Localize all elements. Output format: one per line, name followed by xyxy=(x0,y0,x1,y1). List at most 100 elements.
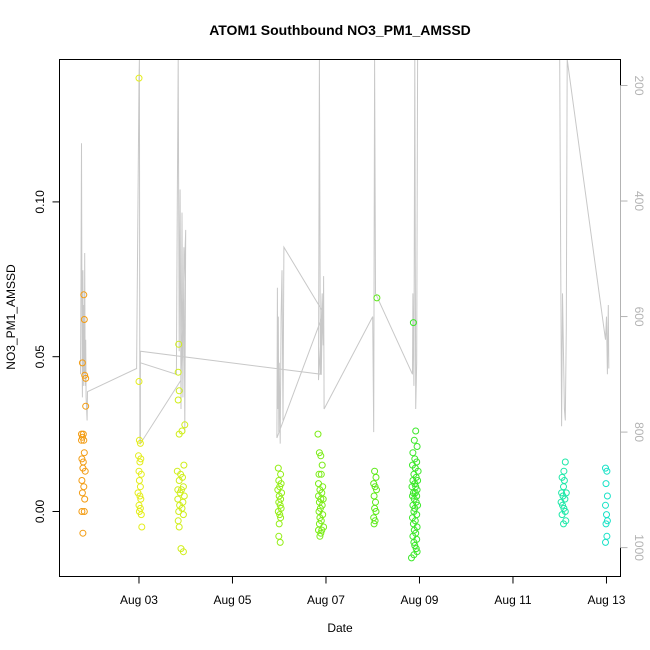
series-6 xyxy=(370,294,381,528)
y-axis: 0.00 0.05 0.10 xyxy=(33,190,60,523)
data-point xyxy=(175,477,183,484)
y2-tick-label: 800 xyxy=(632,422,646,442)
data-point xyxy=(370,520,378,528)
data-point xyxy=(174,368,182,376)
data-point xyxy=(275,520,283,528)
data-point xyxy=(79,529,87,537)
y2-tick-label: 600 xyxy=(632,307,646,327)
data-point xyxy=(135,74,143,82)
y2-tick-label: 200 xyxy=(632,75,646,95)
y2-axis: 200 400 600 800 1000 xyxy=(620,75,646,561)
data-point xyxy=(602,480,610,488)
data-point xyxy=(411,504,419,512)
data-point xyxy=(137,495,145,503)
y-tick-label: 0.05 xyxy=(33,345,47,369)
y-tick-label: 0.10 xyxy=(33,190,47,214)
data-point xyxy=(602,501,609,509)
y-tick-label: 0.00 xyxy=(33,499,47,523)
data-point xyxy=(136,492,144,500)
data-point xyxy=(373,294,381,302)
x-axis: Aug 03 Aug 05 Aug 07 Aug 09 Aug 11 Aug 13 xyxy=(120,576,626,607)
data-point xyxy=(410,436,418,444)
data-point xyxy=(317,452,325,460)
data-point xyxy=(603,511,610,519)
x-tick-label: Aug 05 xyxy=(213,593,251,607)
data-point xyxy=(560,483,567,491)
data-point xyxy=(137,470,145,478)
data-point xyxy=(78,508,86,515)
data-point xyxy=(135,436,143,444)
x-tick-label: Aug 13 xyxy=(587,593,625,607)
series-9 xyxy=(602,464,611,546)
data-point xyxy=(603,492,611,500)
data-point xyxy=(276,538,284,546)
data-point xyxy=(318,526,326,534)
data-point xyxy=(174,396,182,404)
data-point xyxy=(318,461,326,469)
series-4 xyxy=(274,464,286,546)
data-point xyxy=(275,532,283,540)
data-point xyxy=(317,529,325,537)
data-point xyxy=(276,501,284,509)
data-point xyxy=(78,359,86,367)
data-point xyxy=(372,473,380,481)
data-point xyxy=(136,458,144,466)
data-point xyxy=(78,436,85,444)
x-axis-label: Date xyxy=(327,621,353,635)
data-points-layer xyxy=(78,74,611,562)
data-point xyxy=(179,511,187,519)
data-point xyxy=(371,467,379,475)
data-point xyxy=(137,455,145,463)
data-point xyxy=(558,511,566,519)
data-point xyxy=(81,371,89,379)
data-point xyxy=(179,548,187,556)
data-point xyxy=(180,461,188,469)
data-point xyxy=(174,495,182,503)
data-point xyxy=(80,436,88,444)
data-point xyxy=(373,486,380,494)
data-point xyxy=(135,378,143,385)
data-point xyxy=(78,489,86,497)
data-point xyxy=(175,523,183,531)
data-point xyxy=(80,508,88,515)
data-point xyxy=(412,545,420,553)
data-point xyxy=(175,340,183,348)
y2-tick-label: 1000 xyxy=(632,534,646,561)
y-axis-label: NO3_PM1_AMSSD xyxy=(4,264,18,370)
series-3 xyxy=(173,340,189,556)
data-point xyxy=(274,464,282,472)
data-point xyxy=(372,498,379,506)
data-point xyxy=(410,551,418,559)
data-point xyxy=(413,443,421,450)
data-point xyxy=(602,520,610,528)
data-point xyxy=(409,449,417,457)
data-point xyxy=(314,430,322,438)
series-5 xyxy=(314,430,328,540)
data-point xyxy=(180,492,188,500)
chart-title: ATOM1 Southbound NO3_PM1_AMSSD xyxy=(209,22,471,38)
data-point xyxy=(82,402,90,410)
series-8 xyxy=(557,458,570,528)
series-7 xyxy=(408,319,422,562)
data-point xyxy=(174,517,182,525)
data-point xyxy=(80,291,88,299)
y2-tick-label: 400 xyxy=(632,191,646,211)
x-tick-label: Aug 07 xyxy=(307,593,345,607)
data-point xyxy=(80,449,88,457)
data-point xyxy=(80,483,88,491)
data-point xyxy=(276,511,284,519)
data-point xyxy=(603,532,611,540)
data-point xyxy=(317,470,325,478)
data-point xyxy=(181,421,189,429)
data-point xyxy=(175,387,183,395)
pressure-trace-layer xyxy=(80,59,610,446)
data-point xyxy=(81,467,89,475)
data-point xyxy=(560,467,568,475)
data-point xyxy=(560,520,567,528)
data-point xyxy=(175,430,183,438)
data-point xyxy=(370,492,378,500)
series-2 xyxy=(134,74,146,531)
data-point xyxy=(372,508,380,515)
data-point xyxy=(81,495,89,503)
